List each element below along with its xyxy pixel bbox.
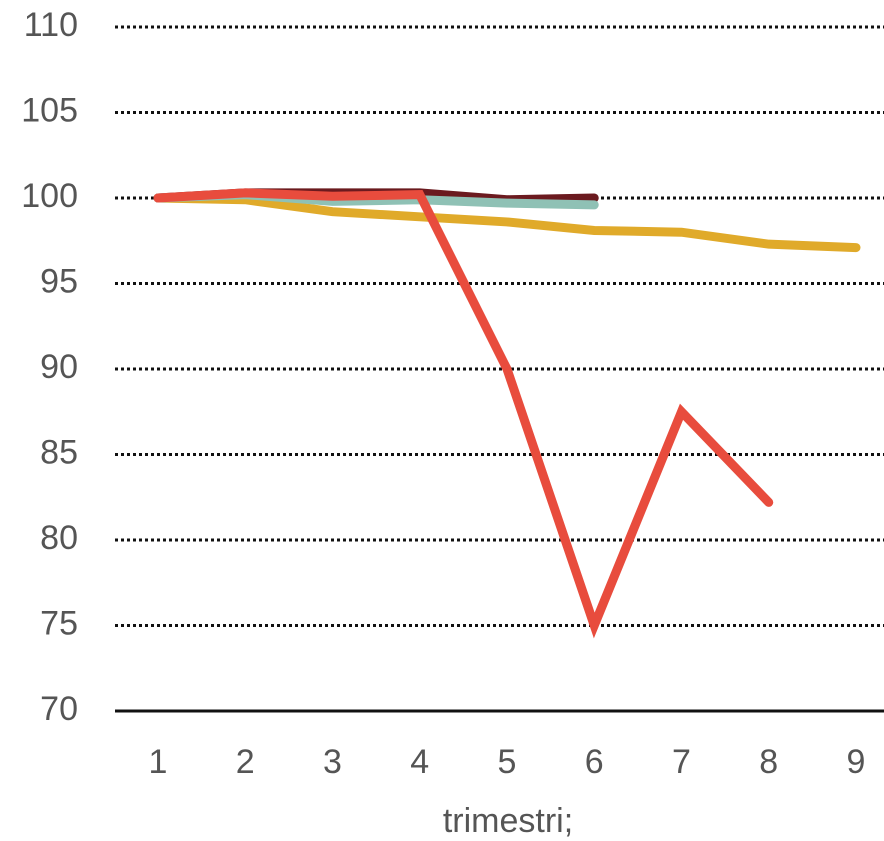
y-tick-label: 75 xyxy=(40,604,78,642)
x-tick-label: 7 xyxy=(672,743,691,781)
y-tick-label: 105 xyxy=(21,91,78,129)
x-tick-label: 1 xyxy=(149,743,168,781)
x-tick-label: 3 xyxy=(323,743,342,781)
y-tick-label: 95 xyxy=(40,262,78,300)
y-tick-label: 100 xyxy=(21,177,78,215)
x-tick-label: 4 xyxy=(410,743,429,781)
y-tick-label: 110 xyxy=(24,6,78,44)
y-tick-label: 90 xyxy=(40,348,78,386)
x-tick-label: 8 xyxy=(759,743,778,781)
data-line xyxy=(153,193,861,253)
y-tick-label: 85 xyxy=(40,433,78,471)
y-tick-label: 70 xyxy=(40,690,78,728)
y-tick-label: 80 xyxy=(40,519,78,557)
x-tick-label: 2 xyxy=(236,743,255,781)
x-tick-label: 9 xyxy=(847,743,866,781)
x-axis-label: trimestri; xyxy=(443,802,573,840)
x-tick-label: 6 xyxy=(585,743,604,781)
data-line xyxy=(153,188,774,639)
x-tick-label: 5 xyxy=(498,743,517,781)
